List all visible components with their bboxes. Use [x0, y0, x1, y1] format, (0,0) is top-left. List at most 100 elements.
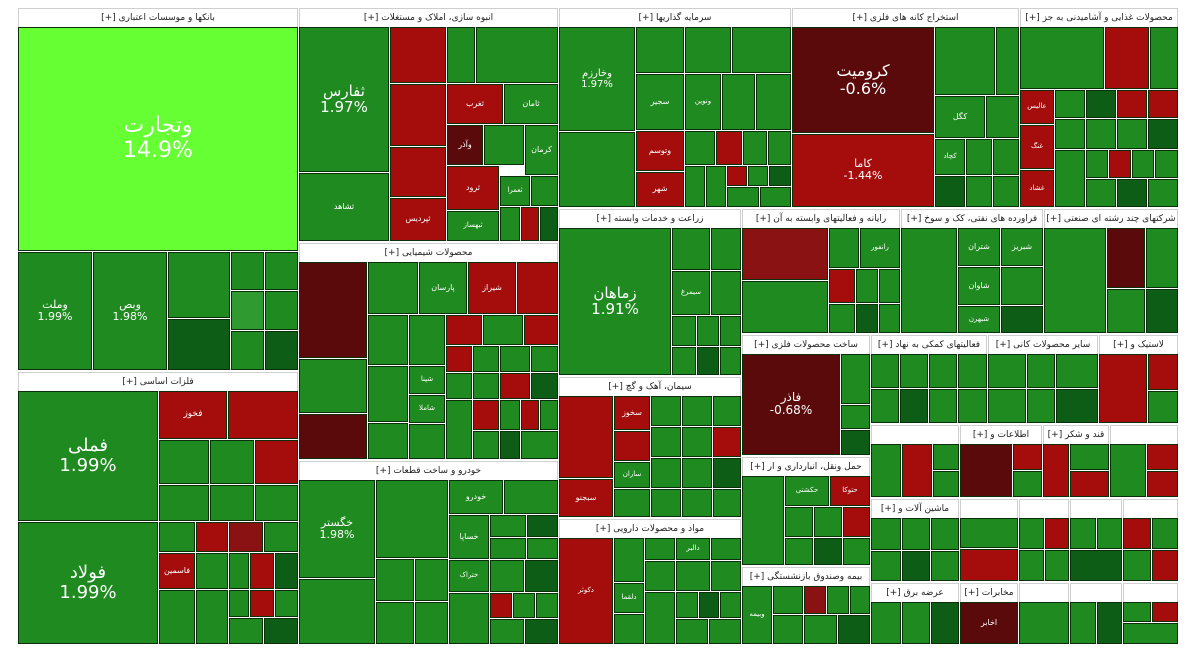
tile-minor[interactable]	[697, 347, 719, 375]
tile-minor[interactable]	[814, 538, 842, 565]
tile-ghshad[interactable]: غشاد	[1020, 170, 1054, 207]
tile-minor[interactable]	[229, 522, 263, 552]
tile-minor[interactable]	[196, 590, 228, 644]
tile-minor[interactable]	[231, 291, 264, 330]
tile-minor[interactable]	[1117, 119, 1147, 149]
tile-minor[interactable]	[682, 458, 712, 488]
tile-minor[interactable]	[727, 187, 759, 207]
tile-shbahran[interactable]: شبهرن	[958, 306, 1000, 333]
tile-minor[interactable]	[756, 74, 791, 130]
tile-minor[interactable]	[773, 586, 803, 614]
tile-fasmin[interactable]: فاسمین	[159, 553, 195, 589]
tile-minor[interactable]	[988, 389, 1026, 423]
tile-minor[interactable]	[376, 602, 414, 644]
tile-minor[interactable]	[900, 354, 928, 388]
tile-minor[interactable]	[1109, 150, 1131, 178]
tile-minor[interactable]	[229, 553, 249, 589]
tile-minor[interactable]	[1001, 306, 1043, 333]
tile-minor[interactable]	[829, 304, 855, 333]
tile-minor[interactable]	[299, 414, 367, 459]
tile-minor[interactable]	[988, 354, 1026, 388]
tile-minor[interactable]	[711, 561, 741, 591]
tile-minor[interactable]	[720, 592, 741, 618]
tile-minor[interactable]	[376, 480, 448, 558]
tile-minor[interactable]	[902, 602, 930, 644]
tile-minor[interactable]	[713, 396, 741, 426]
tile-minor[interactable]	[1107, 289, 1145, 333]
tile-minor[interactable]	[476, 27, 558, 83]
tile-minor[interactable]	[1152, 602, 1178, 622]
tile-minor[interactable]	[709, 619, 741, 644]
tile-minor[interactable]	[168, 319, 230, 370]
tile-minor[interactable]	[368, 315, 408, 365]
tile-minor[interactable]	[993, 176, 1019, 207]
tile-minor[interactable]	[1056, 389, 1098, 423]
tile-minor[interactable]	[299, 262, 367, 358]
tile-minor[interactable]	[993, 139, 1019, 175]
tile-minor[interactable]	[1055, 90, 1085, 118]
tile-minor[interactable]	[645, 561, 675, 591]
tile-minor[interactable]	[559, 396, 613, 478]
tile-minor[interactable]	[1019, 602, 1069, 644]
tile-minor[interactable]	[409, 315, 445, 365]
tile-minor[interactable]	[484, 125, 524, 165]
tile-minor[interactable]	[1043, 444, 1069, 497]
tile-minor[interactable]	[1013, 471, 1042, 497]
tile-minor[interactable]	[706, 166, 726, 207]
tile-shiraz[interactable]: شیراز	[468, 262, 516, 314]
tile-minor[interactable]	[1045, 518, 1069, 549]
tile-minor[interactable]	[1147, 471, 1178, 497]
tile-minor[interactable]	[1110, 444, 1146, 497]
tile-minor[interactable]	[559, 132, 635, 207]
tile-vkharazm[interactable]: وخارزم 1.97%	[559, 27, 635, 131]
tile-minor[interactable]	[265, 291, 298, 330]
tile-minor[interactable]	[929, 389, 957, 423]
tile-minor[interactable]	[490, 560, 524, 592]
tile-minor[interactable]	[1020, 27, 1104, 89]
tile-minor[interactable]	[159, 590, 195, 644]
tile-minor[interactable]	[672, 316, 696, 346]
tile-minor[interactable]	[1107, 228, 1145, 288]
tile-minor[interactable]	[699, 592, 719, 618]
tile-minor[interactable]	[843, 538, 870, 565]
tile-sshahed[interactable]: ثشاهد	[299, 173, 389, 241]
tile-minor[interactable]	[1148, 179, 1178, 207]
tile-minor[interactable]	[931, 602, 959, 644]
tile-minor[interactable]	[829, 269, 855, 303]
tile-minor[interactable]	[742, 476, 784, 565]
tile-minor[interactable]	[966, 176, 992, 207]
tile-minor[interactable]	[1070, 444, 1109, 470]
tile-minor[interactable]	[1155, 150, 1178, 178]
tile-ranfoor[interactable]: رانفور	[860, 228, 900, 268]
tile-samra[interactable]: ثعمرا	[500, 176, 530, 206]
tile-minor[interactable]	[521, 431, 558, 459]
tile-vazar[interactable]: وآذر	[447, 125, 483, 165]
tile-khsapa[interactable]: خساپا	[449, 515, 489, 559]
tile-minor[interactable]	[966, 139, 992, 175]
tile-minor[interactable]	[449, 593, 489, 644]
tile-minor[interactable]	[722, 74, 755, 130]
tile-sfars[interactable]: ثفارس 1.97%	[299, 27, 389, 172]
tile-minor[interactable]	[785, 507, 813, 537]
tile-minor[interactable]	[672, 228, 710, 270]
tile-spardis[interactable]: ثپردیس	[390, 198, 446, 241]
tile-minor[interactable]	[275, 590, 298, 617]
tile-minor[interactable]	[159, 522, 195, 552]
tile-minor[interactable]	[804, 586, 826, 614]
tile-minor[interactable]	[250, 553, 274, 589]
tile-minor[interactable]	[843, 507, 870, 537]
tile-khodro[interactable]: خودرو	[449, 480, 503, 514]
tile-minor[interactable]	[1070, 602, 1096, 644]
tile-minor[interactable]	[390, 147, 446, 197]
tile-minor[interactable]	[900, 389, 928, 423]
tile-minor[interactable]	[500, 207, 520, 241]
tile-minor[interactable]	[228, 391, 298, 439]
tile-htooka[interactable]: حتوکا	[830, 476, 870, 506]
tile-minor[interactable]	[517, 262, 558, 314]
tile-minor[interactable]	[902, 518, 930, 550]
tile-minor[interactable]	[879, 269, 900, 303]
tile-skhooz[interactable]: سخوز	[614, 396, 650, 430]
tile-minor[interactable]	[500, 346, 530, 372]
tile-simorgh[interactable]: سیمرغ	[672, 271, 710, 315]
tile-minor[interactable]	[727, 166, 747, 186]
